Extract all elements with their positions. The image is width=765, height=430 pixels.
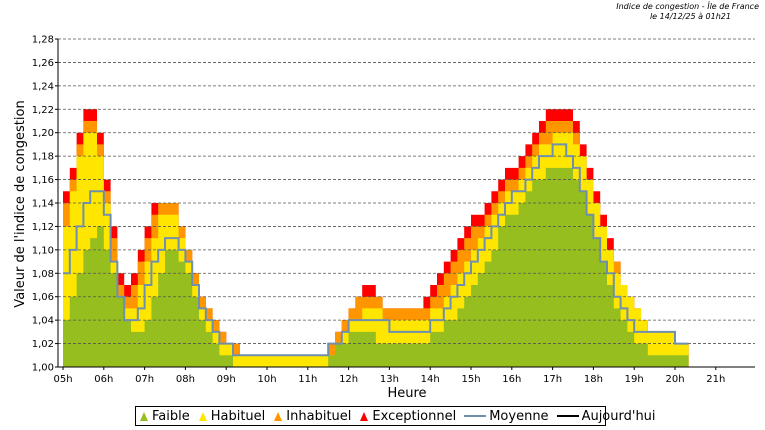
x-tick-label: 12h	[339, 374, 358, 385]
legend-line-aujourdhui-icon	[556, 415, 579, 417]
chart-axes	[55, 38, 755, 370]
x-tick-label: 09h	[217, 374, 236, 385]
x-tick-label: 21h	[706, 374, 725, 385]
y-tick-label: 1,20	[32, 128, 54, 139]
chart-gridlines	[58, 38, 755, 344]
x-tick-label: 06h	[94, 374, 113, 385]
y-axis-label: Valeur de l'indice de congestion	[13, 100, 28, 307]
x-tick-label: 20h	[665, 374, 684, 385]
legend-label-exceptionnel: Exceptionnel	[372, 408, 457, 424]
y-tick-label: 1,06	[32, 292, 54, 303]
y-tick-label: 1,28	[32, 35, 54, 46]
legend-item-faible: Faible	[139, 409, 190, 424]
y-tick-label: 1,00	[32, 363, 54, 374]
legend-triangle-habituel-icon	[198, 411, 207, 421]
x-tick-label: 16h	[502, 374, 521, 385]
y-tick-label: 1,14	[32, 199, 54, 210]
y-tick-label: 1,10	[32, 245, 54, 256]
x-tick-labels: 05h 06h 07h 08h 09h 10h 11h 12h 13h 14h 15h 16h 17h 1…	[53, 374, 725, 385]
legend-label-faible: Faible	[152, 408, 190, 424]
legend-item-inhabituel: Inhabituel	[273, 409, 351, 424]
chart-legend: Faible Habituel Inhabituel Exceptionnel …	[135, 406, 656, 426]
legend-triangle-inhabituel-icon	[274, 411, 283, 421]
header-timestamp: le 14/12/25 à 01h21	[649, 12, 731, 21]
legend-line-moyenne-icon	[464, 415, 487, 417]
legend-item-aujourdhui: Aujourd'hui	[556, 408, 656, 424]
x-tick-label: 07h	[135, 374, 154, 385]
legend-item-habituel: Habituel	[198, 408, 266, 424]
y-tick-label: 1,16	[32, 175, 54, 186]
y-tick-labels: 1,00 1,02 1,04 1,06 1,08 1,10 1,12 1,14 1,16 1,18…	[32, 35, 54, 374]
x-tick-label: 08h	[176, 374, 195, 385]
x-tick-label: 18h	[584, 374, 603, 385]
header-title: Indice de congestion - Île de France	[616, 2, 759, 11]
x-axis-label: Heure	[387, 386, 426, 401]
y-tick-label: 1,08	[32, 269, 54, 280]
x-tick-label: 15h	[461, 374, 480, 385]
y-tick-label: 1,04	[32, 316, 54, 327]
x-tick-label: 10h	[257, 374, 276, 385]
legend-label-inhabituel: Inhabituel	[286, 408, 352, 424]
legend-label-habituel: Habituel	[210, 408, 266, 424]
y-tick-label: 1,12	[32, 222, 54, 233]
y-tick-label: 1,24	[32, 81, 54, 92]
legend-triangle-exceptionnel-icon	[360, 411, 369, 421]
chart-lines	[63, 143, 689, 357]
x-tick-label: 13h	[380, 374, 399, 385]
x-tick-label: 19h	[625, 374, 644, 385]
y-tick-label: 1,18	[32, 152, 54, 163]
x-tick-label: 14h	[421, 374, 440, 385]
line-moyenne	[63, 143, 689, 357]
legend-item-exceptionnel: Exceptionnel	[359, 409, 456, 424]
x-tick-label: 17h	[543, 374, 562, 385]
y-tick-label: 1,22	[32, 105, 54, 116]
x-tick-label: 05h	[53, 374, 72, 385]
y-tick-label: 1,26	[32, 58, 54, 69]
y-tick-label: 1,02	[32, 339, 54, 350]
x-tick-label: 11h	[298, 374, 317, 385]
legend-triangle-faible-icon	[140, 411, 148, 421]
legend-label-moyenne: Moyenne	[489, 408, 549, 424]
legend-item-moyenne: Moyenne	[464, 408, 549, 424]
legend-label-aujourdhui: Aujourd'hui	[581, 408, 656, 424]
area-faible	[63, 167, 689, 367]
